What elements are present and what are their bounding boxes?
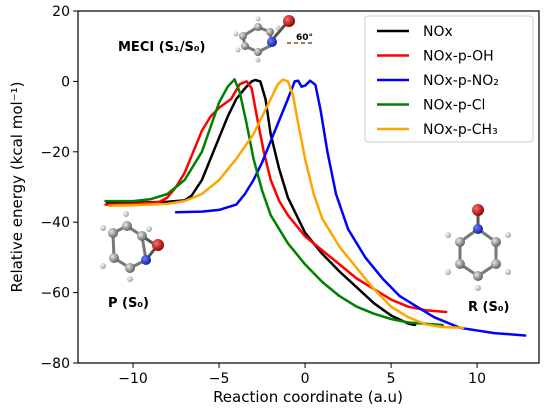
- x-tick-label: −5: [209, 371, 230, 387]
- y-tick-label: −40: [40, 215, 70, 231]
- y-axis-title: Relative energy (kcal mol⁻¹): [8, 82, 26, 293]
- legend-label-3: NOx-p-Cl: [423, 98, 485, 114]
- y-tick-label: −80: [40, 356, 70, 372]
- x-tick-label: 5: [387, 371, 396, 387]
- plot-frame: [77, 10, 540, 364]
- legend-label-1: NOx-p-OH: [423, 49, 494, 65]
- legend-box: [364, 15, 534, 143]
- x-tick-label: 0: [301, 371, 310, 387]
- series-line-2: [174, 79, 527, 337]
- x-tick-label: −10: [118, 371, 148, 387]
- legend: NOx NOx-p-OH NOx-p-NO₂ NOx-p-Cl NOx-p-CH₃: [364, 15, 534, 143]
- legend-label-2: NOx-p-NO₂: [423, 73, 499, 89]
- series-line-0: [105, 78, 417, 327]
- reactant-molecule-image: [445, 204, 511, 291]
- product-molecule-image: [100, 211, 164, 282]
- y-tick-label: 0: [61, 74, 70, 90]
- x-tick-label: 10: [468, 371, 486, 387]
- series-line-1: [104, 80, 448, 314]
- product-label: P (S₀): [108, 296, 149, 311]
- legend-label-4: NOx-p-CH₃: [423, 122, 498, 138]
- legend-label-0: NOx: [423, 24, 453, 40]
- series-lines: [104, 78, 527, 337]
- axes: −10 −5 0 5 10 20 0 −20 −40 −60 −80: [40, 4, 486, 387]
- series-line-4: [107, 78, 465, 330]
- angle-label: 60°: [296, 33, 313, 43]
- y-tick-label: −60: [40, 286, 70, 302]
- reactant-label: R (S₀): [468, 300, 509, 315]
- meci-molecule-image: [233, 15, 312, 63]
- x-axis-title: Reaction coordinate (a.u): [213, 388, 403, 406]
- y-tick-label: −20: [40, 145, 70, 161]
- y-tick-label: 20: [52, 4, 70, 20]
- meci-label: MECI (S₁/S₀): [118, 40, 205, 55]
